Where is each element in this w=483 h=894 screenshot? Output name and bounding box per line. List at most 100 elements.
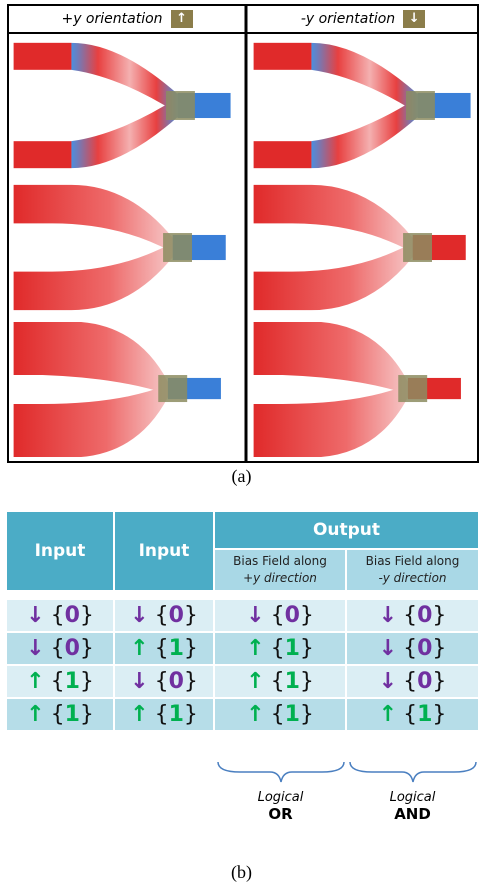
table-cell: ↓ {0} <box>6 632 114 665</box>
arrow: ↓ <box>26 636 44 661</box>
table-cell: ↑{1} <box>214 698 346 731</box>
brace <box>350 762 476 782</box>
brace: { <box>51 636 65 661</box>
brace: { <box>403 636 417 661</box>
panel-header: +y orientation↑ <box>10 8 244 30</box>
digit: 0 <box>65 603 80 628</box>
simulation <box>254 43 471 168</box>
digit: 1 <box>65 702 80 727</box>
digit: 1 <box>285 636 300 661</box>
digit: 0 <box>169 669 184 694</box>
page: +y orientation↑ -y orientation↓ (a) Inpu… <box>0 0 483 894</box>
digit: 0 <box>417 603 432 628</box>
table-cell: ↑ {1} <box>114 698 214 731</box>
simulation <box>254 185 466 310</box>
arrow: ↓ <box>130 669 148 694</box>
brace: { <box>155 669 169 694</box>
panel-header: -y orientation↓ <box>248 8 478 30</box>
brace: { <box>403 702 417 727</box>
arrow: ↓ <box>26 603 44 628</box>
table-cell: ↓{0} <box>346 632 479 665</box>
arrow: ↓ <box>379 603 397 628</box>
figure-a <box>0 0 483 470</box>
caption: (a) <box>0 466 483 487</box>
arrow: ↑ <box>130 702 148 727</box>
arrow: ↓ <box>379 669 397 694</box>
header-cell: Input <box>6 511 114 595</box>
brace: } <box>184 702 198 727</box>
digit: 1 <box>285 669 300 694</box>
brace: { <box>271 702 285 727</box>
header-cell: Bias Field along-y direction <box>346 549 479 595</box>
brace: } <box>300 603 314 628</box>
arrow: ↑ <box>26 669 44 694</box>
table-cell: ↓{0} <box>114 665 214 698</box>
brace: { <box>155 603 169 628</box>
brace: } <box>432 636 446 661</box>
brace: } <box>300 702 314 727</box>
table-cell: ↑ {1} <box>6 698 114 731</box>
header-text: Bias Field along <box>233 554 327 568</box>
brace: { <box>155 636 169 661</box>
brace: } <box>300 669 314 694</box>
digit: 0 <box>169 603 184 628</box>
table-cell: ↓ {0} <box>6 595 114 632</box>
brace: } <box>80 702 94 727</box>
brace: } <box>432 702 446 727</box>
table-cell: ↓{0} <box>346 665 479 698</box>
header-text: -y direction <box>378 571 446 585</box>
brace: } <box>80 636 94 661</box>
table-cell: ↓ {0} <box>114 595 214 632</box>
table-row: ↑{1}↑{1}↑{1}↑{1} <box>6 698 479 731</box>
table-row: ↓{0}↑{1}↑{1}↓{0} <box>6 632 479 665</box>
brace: } <box>184 636 198 661</box>
header-text: -y orientation <box>301 11 395 27</box>
table-cell: ↓ {0} <box>214 595 346 632</box>
brace: { <box>51 702 65 727</box>
header-cell: Output <box>214 511 479 549</box>
annotation-text: AND <box>394 805 431 823</box>
brace: { <box>51 603 65 628</box>
arrow: ↑ <box>246 636 264 661</box>
header-text: +y direction <box>243 571 317 585</box>
arrow: ↑ <box>246 702 264 727</box>
caption: (b) <box>0 862 483 883</box>
table-row: ↑{1}↓{0}↑{1}↓{0} <box>6 665 479 698</box>
brace: { <box>271 636 285 661</box>
arrow: ↓ <box>130 603 148 628</box>
header-text: +y orientation <box>61 11 162 27</box>
brace: } <box>80 669 94 694</box>
digit: 1 <box>169 702 184 727</box>
annotation-text: Logical <box>258 790 304 805</box>
brace: { <box>403 669 417 694</box>
arrow: ↓ <box>246 603 264 628</box>
brace <box>218 762 344 782</box>
brace: } <box>300 636 314 661</box>
arrow: ↑ <box>130 636 148 661</box>
table-cell: ↑ {1} <box>114 632 214 665</box>
brace: { <box>51 669 65 694</box>
brace: { <box>271 669 285 694</box>
brace: { <box>403 603 417 628</box>
brace: } <box>80 603 94 628</box>
brace: { <box>271 603 285 628</box>
brace: } <box>184 603 198 628</box>
table-cell: ↑{1} <box>346 698 479 731</box>
table-cell: ↑ {1} <box>214 632 346 665</box>
brace: { <box>155 702 169 727</box>
brace: } <box>432 669 446 694</box>
simulation <box>14 322 221 457</box>
digit: 0 <box>65 636 80 661</box>
digit: 0 <box>285 603 300 628</box>
arrow: ↓ <box>379 636 397 661</box>
digit: 0 <box>417 636 432 661</box>
digit: 1 <box>417 702 432 727</box>
table-cell: ↑{1} <box>6 665 114 698</box>
digit: 1 <box>169 636 184 661</box>
brace: } <box>432 603 446 628</box>
arrow: ↑ <box>26 702 44 727</box>
arrow: ↑ <box>246 669 264 694</box>
simulation <box>14 43 231 168</box>
